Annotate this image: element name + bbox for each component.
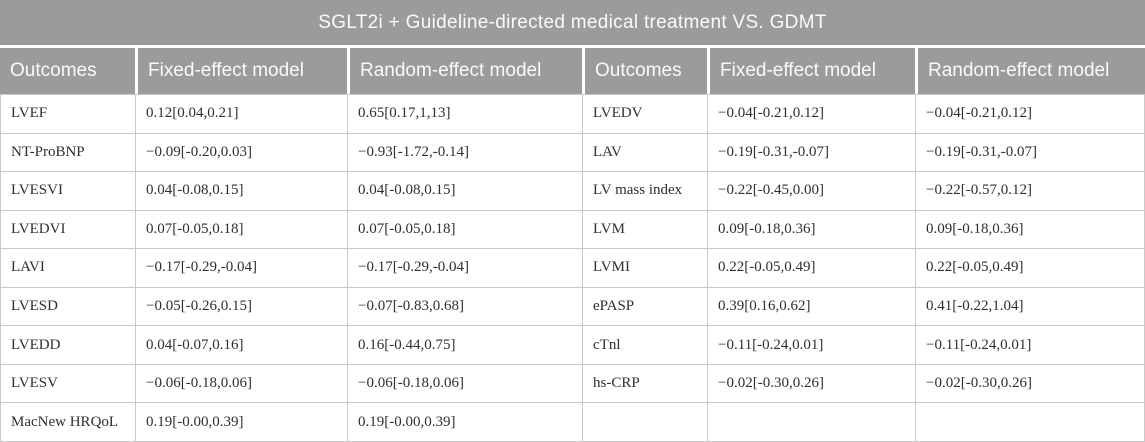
effect-value-cell: 0.19[-0.00,0.39] [136,403,348,442]
column-header-outcomes-right: Outcomes [582,48,707,94]
effect-value-cell: −0.22[-0.57,0.12] [916,172,1145,211]
effect-value-cell: −0.19[-0.31,-0.07] [916,133,1145,173]
outcome-cell: cTnl [583,326,708,365]
outcome-cell: hs-CRP [583,364,708,404]
effect-value-cell: −0.09[-0.20,0.03] [136,133,348,173]
effect-value-cell: −0.11[-0.24,0.01] [916,326,1145,365]
effect-value-cell: 0.65[0.17,1,13] [348,95,583,134]
effect-value-cell: −0.04[-0.21,0.12] [916,95,1145,134]
effect-value-cell: 0.07[-0.05,0.18] [348,210,583,250]
effect-value-cell: 0.07[-0.05,0.18] [136,210,348,250]
outcome-cell: ePASP [583,287,708,327]
effect-value-cell: −0.06[-0.18,0.06] [136,364,348,404]
effect-value-cell: −0.05[-0.26,0.15] [136,287,348,327]
outcome-cell: LVMI [583,249,708,288]
effect-value-cell: −0.22[-0.45,0.00] [708,172,916,211]
table-body: LVEF 0.12[0.04,0.21] 0.65[0.17,1,13] LVE… [0,94,1145,442]
effect-value-cell: −0.11[-0.24,0.01] [708,326,916,365]
outcome-cell: LVEDD [1,326,136,365]
outcome-cell: LVESV [1,364,136,404]
effect-value-cell: −0.93[-1.72,-0.14] [348,133,583,173]
outcome-cell: LV mass index [583,172,708,211]
column-header-fixed-effect-right: Fixed-effect model [707,48,915,94]
column-header-random-effect-right: Random-effect model [915,48,1145,94]
effect-value-cell: −0.02[-0.30,0.26] [708,364,916,404]
effect-value-cell: −0.19[-0.31,-0.07] [708,133,916,173]
effect-value-cell: 0.22[-0.05,0.49] [708,249,916,288]
effect-value-cell: 0.16[-0.44,0.75] [348,326,583,365]
effect-value-cell: 0.04[-0.07,0.16] [136,326,348,365]
outcome-cell [583,403,708,442]
table-header-row: Outcomes Fixed-effect model Random-effec… [0,48,1145,94]
effect-value-cell: −0.17[-0.29,-0.04] [136,249,348,288]
table-title-bar: SGLT2i + Guideline-directed medical trea… [0,0,1145,45]
outcome-cell: LVM [583,210,708,250]
outcome-cell: LVEF [1,95,136,134]
effect-value-cell [708,403,916,442]
effect-value-cell: −0.04[-0.21,0.12] [708,95,916,134]
effect-value-cell: 0.04[-0.08,0.15] [348,172,583,211]
table-title: SGLT2i + Guideline-directed medical trea… [318,11,827,33]
effect-value-cell: 0.22[-0.05,0.49] [916,249,1145,288]
column-header-fixed-effect-left: Fixed-effect model [135,48,347,94]
column-header-outcomes-left: Outcomes [0,48,135,94]
outcome-cell: LVESD [1,287,136,327]
effect-value-cell: −0.02[-0.30,0.26] [916,364,1145,404]
outcome-cell: LVEDVI [1,210,136,250]
effect-value-cell: 0.19[-0.00,0.39] [348,403,583,442]
effect-value-cell: 0.09[-0.18,0.36] [708,210,916,250]
effect-value-cell: 0.41[-0.22,1.04] [916,287,1145,327]
effect-value-cell: −0.17[-0.29,-0.04] [348,249,583,288]
effect-value-cell: 0.04[-0.08,0.15] [136,172,348,211]
effect-value-cell: 0.39[0.16,0.62] [708,287,916,327]
outcome-cell: NT-ProBNP [1,133,136,173]
outcome-cell: LVEDV [583,95,708,134]
outcome-cell: MacNew HRQoL [1,403,136,442]
effect-value-cell: −0.06[-0.18,0.06] [348,364,583,404]
effect-value-cell [916,403,1145,442]
outcome-cell: LVESVI [1,172,136,211]
effect-value-cell: 0.12[0.04,0.21] [136,95,348,134]
effect-value-cell: 0.09[-0.18,0.36] [916,210,1145,250]
column-header-random-effect-left: Random-effect model [347,48,582,94]
outcome-cell: LAV [583,133,708,173]
effect-value-cell: −0.07[-0.83,0.68] [348,287,583,327]
outcome-cell: LAVI [1,249,136,288]
